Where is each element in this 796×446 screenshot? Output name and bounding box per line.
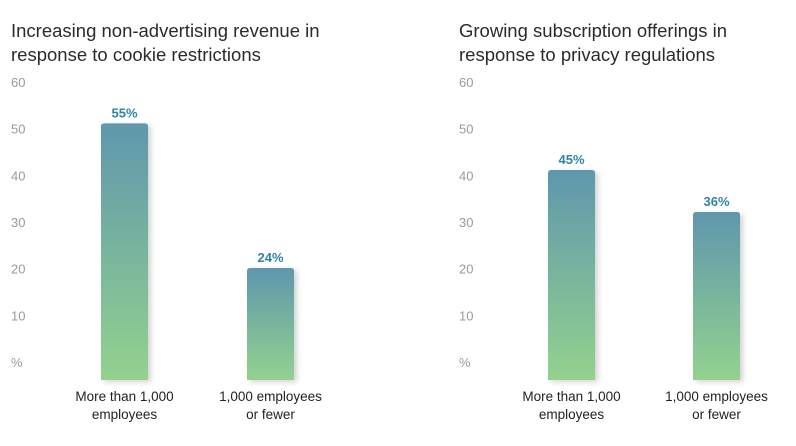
y-tick-label: 50 [459,122,473,137]
bar [693,212,740,380]
category-label: employees [539,407,605,422]
y-tick-label: 50 [11,122,25,137]
data-label: 45% [558,152,584,167]
y-tick-label: 40 [459,168,473,183]
chart-title-line: response to cookie restrictions [11,44,261,65]
data-label: 24% [257,250,283,265]
category-label: More than 1,000 [522,389,620,404]
category-label: or fewer [692,407,741,422]
chart-title-line: Increasing non-advertising revenue in [11,20,320,41]
y-tick-label: 10 [11,308,25,323]
category-label: employees [92,407,158,422]
y-tick-label: 30 [11,215,25,230]
bar [247,268,294,380]
category-label: 1,000 employees [219,389,322,404]
category-label: 1,000 employees [665,389,768,404]
chart-title-line: Growing subscription offerings in [459,20,727,41]
y-tick-label: % [459,355,471,370]
data-label: 36% [703,194,729,209]
y-tick-label: 20 [459,262,473,277]
chart-title-line: response to privacy regulations [459,44,715,65]
data-label: 55% [111,105,137,120]
y-tick-label: 20 [11,262,25,277]
bar [101,123,148,380]
y-tick-label: 60 [459,75,473,90]
y-tick-label: 40 [11,168,25,183]
y-tick-label: 10 [459,308,473,323]
y-tick-label: % [11,355,23,370]
bar [548,170,595,380]
category-label: More than 1,000 [75,389,173,404]
y-tick-label: 60 [11,75,25,90]
y-tick-label: 30 [459,215,473,230]
category-label: or fewer [246,407,295,422]
